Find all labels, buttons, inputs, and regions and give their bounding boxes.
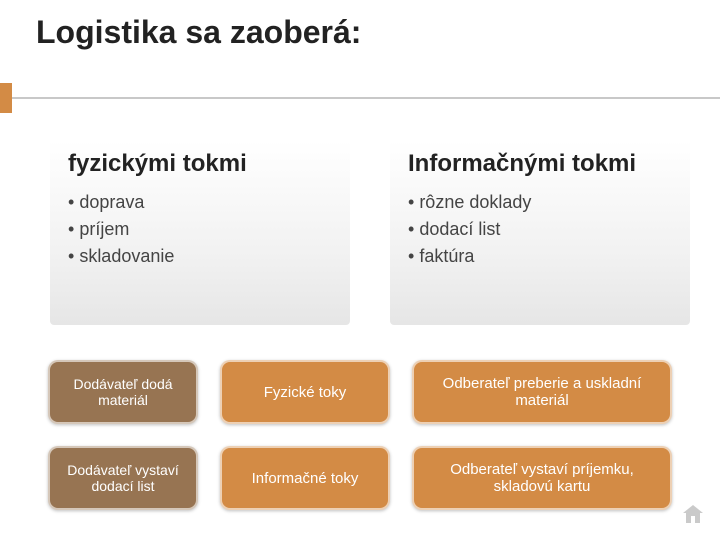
customer-box: Odberateľ preberie a uskladní materiál <box>412 360 672 424</box>
flow-type-box: Informačné toky <box>220 446 390 510</box>
flow-type-box: Fyzické toky <box>220 360 390 424</box>
flow-row-2: Dodávateľ vystaví dodací list Informačné… <box>48 446 680 510</box>
slide-title: Logistika sa zaoberá: <box>36 14 361 51</box>
customer-box: Odberateľ vystaví príjemku, skladovú kar… <box>412 446 672 510</box>
list-item: doprava <box>68 192 332 213</box>
list-item: skladovanie <box>68 246 332 267</box>
flow-row-1: Dodávateľ dodá materiál Fyzické toky Odb… <box>48 360 680 424</box>
card-title: Informačnými tokmi <box>408 150 672 178</box>
cards-container: fyzickými tokmi doprava príjem skladovan… <box>50 140 690 325</box>
supplier-box: Dodávateľ dodá materiál <box>48 360 198 424</box>
supplier-box: Dodávateľ vystaví dodací list <box>48 446 198 510</box>
list-item: dodací list <box>408 219 672 240</box>
card-list: doprava príjem skladovanie <box>68 192 332 267</box>
card-list: rôzne doklady dodací list faktúra <box>408 192 672 267</box>
list-item: faktúra <box>408 246 672 267</box>
horizontal-rule <box>12 97 720 99</box>
card-title: fyzickými tokmi <box>68 150 332 178</box>
card-physical-flows: fyzickými tokmi doprava príjem skladovan… <box>50 140 350 325</box>
accent-bar <box>0 83 12 113</box>
home-icon[interactable] <box>680 502 706 526</box>
card-information-flows: Informačnými tokmi rôzne doklady dodací … <box>390 140 690 325</box>
flow-rows: Dodávateľ dodá materiál Fyzické toky Odb… <box>48 360 680 510</box>
list-item: rôzne doklady <box>408 192 672 213</box>
list-item: príjem <box>68 219 332 240</box>
